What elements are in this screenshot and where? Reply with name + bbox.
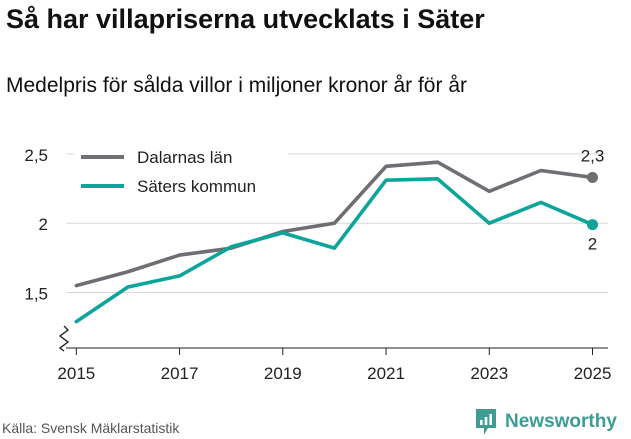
x-tick-label: 2019 <box>264 364 302 383</box>
line-chart: 1,5 2 2,5 2015 2017 2019 2021 2023 2025 2,3 2 Dalar… <box>24 144 612 383</box>
series-end-label: 2,3 <box>581 146 605 165</box>
legend-label: Säters kommun <box>137 177 256 196</box>
newsworthy-logo: Newsworthy <box>474 408 617 436</box>
chart-title: Så har villapriserna utvecklats i Säter <box>6 4 485 34</box>
y-tick-label: 2 <box>39 215 48 234</box>
series-line-dalarnas-lan <box>74 160 595 288</box>
series-line-saters-kommun <box>74 177 595 324</box>
axis-break-icon <box>58 325 70 352</box>
x-tick-label: 2021 <box>367 364 405 383</box>
series-end-point <box>587 171 599 183</box>
series-end-point <box>587 219 599 231</box>
x-tick-label: 2015 <box>57 364 95 383</box>
series-end-label: 2 <box>588 235 597 254</box>
newsworthy-logo-icon <box>476 409 496 435</box>
x-tick-label: 2023 <box>470 364 508 383</box>
y-tick-label: 1,5 <box>24 285 48 304</box>
chart-subtitle: Medelpris för sålda villor i miljoner kr… <box>6 74 467 97</box>
source-note: Källa: Svensk Mäklarstatistik <box>2 420 180 436</box>
brand-name: Newsworthy <box>505 411 617 432</box>
x-tick-label: 2017 <box>161 364 199 383</box>
x-tick-label: 2025 <box>574 364 612 383</box>
y-tick-label: 2,5 <box>24 146 48 165</box>
legend-label: Dalarnas län <box>137 148 232 167</box>
legend-background <box>74 144 288 200</box>
